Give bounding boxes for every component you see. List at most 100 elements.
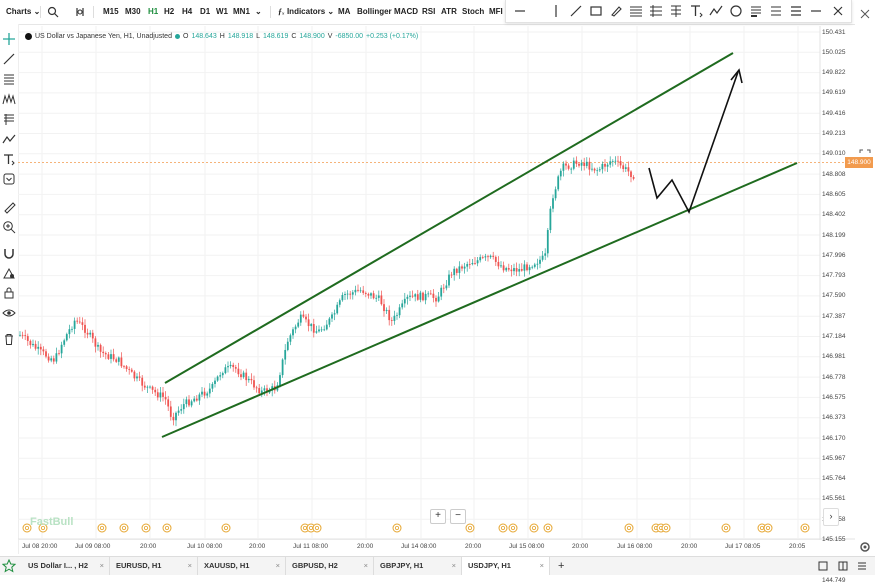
timeframe-h2[interactable]: H2 xyxy=(164,7,175,16)
collapse-icon[interactable] xyxy=(858,7,872,21)
zoom-in-button[interactable]: + xyxy=(430,509,446,524)
star-icon[interactable] xyxy=(2,559,16,573)
pitchfork-icon[interactable] xyxy=(668,3,684,19)
magnet-icon[interactable] xyxy=(2,246,16,260)
economic-event-marker xyxy=(221,523,231,533)
timeframe-mn1[interactable]: MN1 xyxy=(233,7,250,16)
candle-body xyxy=(328,318,331,325)
candle-body xyxy=(416,294,419,300)
chart-tab[interactable]: US Dollar I... , H2 × xyxy=(22,557,110,575)
timeframe-h1[interactable]: H1 xyxy=(148,7,159,16)
crosshair-icon[interactable] xyxy=(2,32,16,46)
chart-tab[interactable]: USDJPY, H1 × xyxy=(462,557,550,575)
trash-icon[interactable] xyxy=(2,332,16,346)
search-icon[interactable] xyxy=(47,6,59,18)
chart-tab[interactable]: GBPUSD, H2 × xyxy=(286,557,374,575)
pattern-icon[interactable] xyxy=(2,92,16,106)
fibonacci-icon[interactable] xyxy=(628,3,644,19)
candle-body xyxy=(442,287,445,289)
layout-icon[interactable] xyxy=(838,561,848,571)
tab-label: GBPJPY, H1 xyxy=(380,561,424,570)
timeframe-m30[interactable]: M30 xyxy=(125,7,141,16)
close-tab-icon[interactable]: × xyxy=(187,561,192,570)
timeframe-m15[interactable]: M15 xyxy=(103,7,119,16)
candle-body xyxy=(24,335,27,337)
indicators-button[interactable]: ƒₓ Indicators ⌄ xyxy=(278,7,335,16)
candle-body xyxy=(598,169,601,171)
close-tab-icon[interactable]: × xyxy=(539,561,544,570)
candle-body xyxy=(398,307,401,316)
gann-icon[interactable] xyxy=(648,3,664,19)
timeframe-h4[interactable]: H4 xyxy=(182,7,193,16)
indicator-rsi[interactable]: RSI xyxy=(422,7,436,16)
close-icon[interactable] xyxy=(830,3,846,19)
close-tab-icon[interactable]: × xyxy=(363,561,368,570)
event-marker-inner xyxy=(627,526,632,531)
dropdown-box-icon[interactable] xyxy=(2,172,16,186)
rectangle-icon[interactable] xyxy=(588,3,604,19)
zigzag-icon[interactable] xyxy=(2,132,16,146)
candle-body xyxy=(583,162,586,166)
zoom-out-button[interactable]: − xyxy=(450,509,466,524)
lock-drawing-icon[interactable] xyxy=(2,266,16,280)
lock-icon[interactable] xyxy=(2,286,16,300)
scroll-right-button[interactable]: › xyxy=(823,508,839,526)
candle-body xyxy=(401,303,404,308)
ellipse-icon[interactable] xyxy=(728,3,744,19)
timeframe-w1[interactable]: W1 xyxy=(216,7,228,16)
brush-icon[interactable] xyxy=(608,3,624,19)
price-tick-label: 149.213 xyxy=(822,130,846,137)
event-marker-inner xyxy=(546,526,551,531)
indicator-macd[interactable]: MACD xyxy=(394,7,418,16)
close-tab-icon[interactable]: × xyxy=(99,561,104,570)
ruler-icon[interactable] xyxy=(748,3,764,19)
charts-menu[interactable]: Charts ⌄ xyxy=(6,7,41,16)
economic-event-marker xyxy=(800,523,810,533)
fibonacci-icon[interactable] xyxy=(2,72,16,86)
zoom-in-icon[interactable] xyxy=(2,220,16,234)
text-icon[interactable] xyxy=(2,152,16,166)
indicator-mfi[interactable]: MFI xyxy=(489,7,503,16)
text-icon[interactable] xyxy=(688,3,704,19)
chart-tab[interactable]: EURUSD, H1 × xyxy=(110,557,198,575)
timeframe-d1[interactable]: D1 xyxy=(200,7,211,16)
event-marker-inner xyxy=(654,526,659,531)
candle-body xyxy=(502,265,505,271)
candle-body xyxy=(286,341,289,350)
indicator-bollinger[interactable]: Bollinger xyxy=(357,7,392,16)
time-tick-label: Jul 10 08:00 xyxy=(187,543,223,550)
price-tick-label: 148.605 xyxy=(822,190,846,198)
compare-icon[interactable] xyxy=(74,6,86,18)
candle-body xyxy=(500,265,502,267)
menu-icon[interactable] xyxy=(857,561,867,571)
delete-line-icon[interactable] xyxy=(808,3,824,19)
eye-icon[interactable] xyxy=(2,306,16,320)
indicator-atr[interactable]: ATR xyxy=(441,7,457,16)
vertical-line-icon[interactable] xyxy=(548,3,564,19)
table-icon[interactable] xyxy=(788,3,804,19)
gann-icon[interactable] xyxy=(2,112,16,126)
timeframe-dropdown[interactable]: ⌄ xyxy=(255,7,262,16)
chart-tab[interactable]: GBPJPY, H1 × xyxy=(374,557,462,575)
pattern-icon[interactable] xyxy=(708,3,724,19)
drag-handle-icon[interactable] xyxy=(512,3,528,19)
settings-icon[interactable] xyxy=(858,540,872,554)
ruler-icon[interactable] xyxy=(2,200,16,214)
candle-body xyxy=(115,359,118,362)
chart-tab[interactable]: XAUUSD, H1 × xyxy=(198,557,286,575)
close-tab-icon[interactable]: × xyxy=(451,561,456,570)
close-tab-icon[interactable]: × xyxy=(275,561,280,570)
trend-line-icon[interactable] xyxy=(2,52,16,66)
add-tab-button[interactable]: + xyxy=(558,560,565,572)
candle-body xyxy=(536,263,539,265)
fullscreen-icon[interactable] xyxy=(858,148,872,162)
candle-body xyxy=(606,164,609,167)
candle-body xyxy=(596,170,599,172)
indicator-ma[interactable]: MA xyxy=(338,7,351,16)
indicator-stoch[interactable]: Stoch xyxy=(462,7,485,16)
window-icon[interactable] xyxy=(818,561,828,571)
alert-line-icon[interactable] xyxy=(768,3,784,19)
time-tick-label: 20:00 xyxy=(465,543,482,550)
trend-line-icon[interactable] xyxy=(568,3,584,19)
